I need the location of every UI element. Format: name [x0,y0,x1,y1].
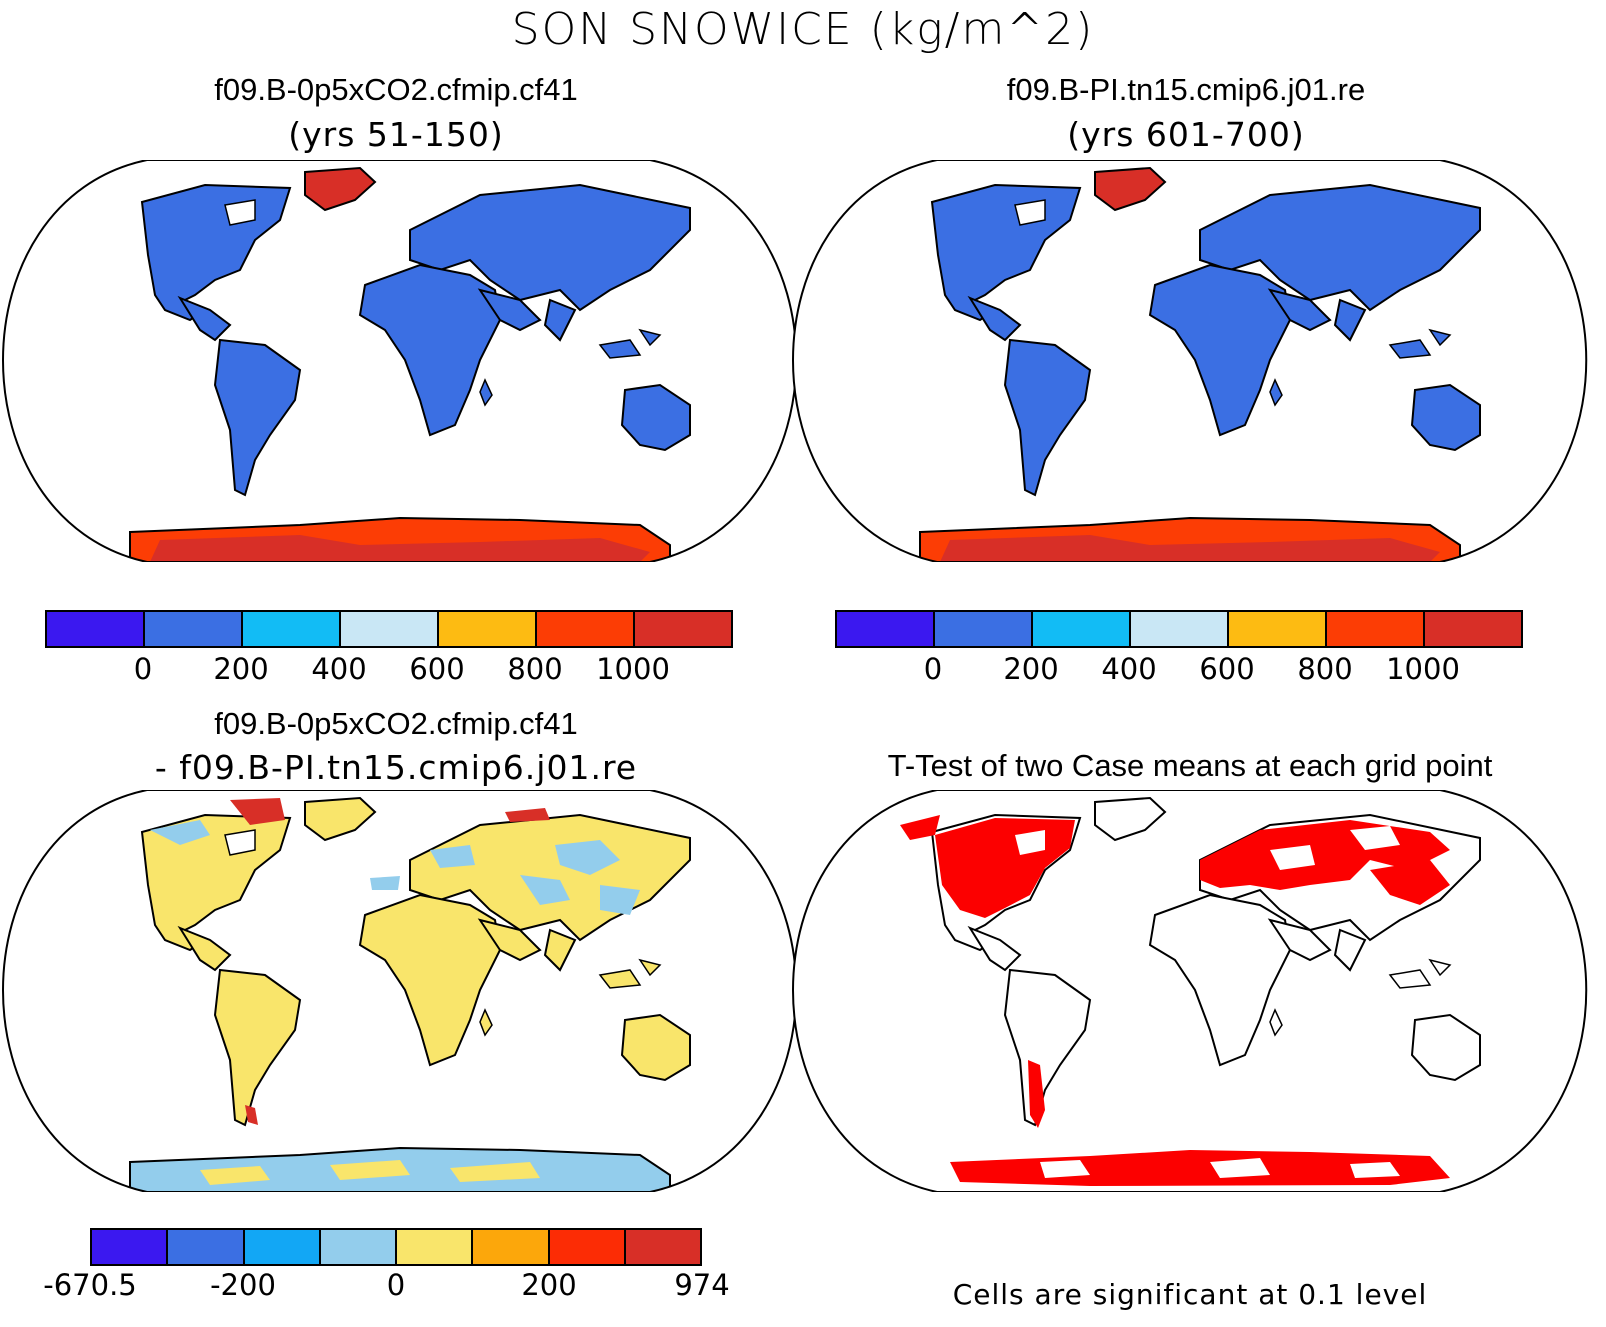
panel-title-bottom-left: f09.B-0p5xCO2.cfmip.cf41 [214,706,578,741]
colorbar-segment [837,612,935,646]
colorbar-segment [439,612,537,646]
colorbar-segment [1229,612,1327,646]
colorbar-tick-label: 600 [409,652,465,686]
greenland [1094,796,1167,842]
colorbar-tick-label: -670.5 [43,1268,137,1302]
antarctica-inner [150,535,650,562]
colorbar-segment [47,612,145,646]
positive-anomaly-patches [230,798,550,1125]
map-border [2,790,798,1192]
colorbar-tick-label: 0 [133,652,153,686]
colorbar-segment [473,1230,550,1264]
panel-title-top-left: f09.B-0p5xCO2.cfmip.cf41 [214,72,578,107]
colorbar-segment [625,1230,700,1264]
colorbar-segment [1327,612,1425,646]
colorbar-segment [537,612,635,646]
non-significant-gaps [1015,826,1400,1178]
colorbar-tick-label: 200 [521,1268,577,1302]
colorbar-tick-label: 1000 [596,652,670,686]
colorbar-tick-label: 0 [923,652,943,686]
colorbar-tick-label: 600 [1199,652,1255,686]
map-border [792,160,1588,562]
panel-subtitle-top-right: (yrs 601-700) [1067,115,1305,154]
map-top-left [2,160,798,562]
colorbar-segment [244,1230,321,1264]
islands [1269,958,1452,1037]
colorbar-tick-label: 800 [507,652,563,686]
greenland [1094,166,1167,212]
islands [1014,199,1452,407]
greenland [304,166,377,212]
eurasia [409,183,691,312]
greenland [304,796,377,842]
antarctica-inner [940,535,1440,562]
colorbar-segment [635,612,731,646]
negative-anomaly-patches [150,820,640,915]
map-top-right [792,160,1588,562]
india [543,298,577,342]
central-america [177,295,232,342]
islands [224,199,662,407]
colorbar-segment [92,1230,169,1264]
map-border [792,790,1588,1192]
colorbar-tick-label: 200 [1003,652,1059,686]
panel-title-bottom-right: T-Test of two Case means at each grid po… [887,748,1493,783]
colorbar-tick-label: -200 [210,1268,276,1302]
colorbar-segment [549,1230,626,1264]
colorbar-tick-label: 1000 [1386,652,1460,686]
colorbar-top-left [45,610,733,648]
colorbar-segment [397,1230,474,1264]
colorbar-tick-label: 200 [213,652,269,686]
figure-title: SON SNOWICE (kg/m^2) [511,4,1095,55]
colorbar-segment [1033,612,1131,646]
colorbar-top-right [835,610,1523,648]
map-bottom-left [2,790,798,1192]
land-masses [140,183,691,497]
map-border [2,160,798,562]
colorbar-segment [341,612,439,646]
panel-subtitle-top-left: (yrs 51-150) [288,115,504,154]
colorbar-tick-label: 800 [1297,652,1353,686]
antarctica-yellow-patches [200,1160,540,1185]
colorbar-segment [935,612,1033,646]
colorbar-segment [320,1230,397,1264]
south-america [213,338,302,497]
colorbar-tick-label: 400 [1101,652,1157,686]
islands [224,829,662,1037]
colorbar-tick-label: 0 [386,1268,406,1302]
panel-subtitle-bottom-left: - f09.B-PI.tn15.cmip6.j01.re [154,748,638,787]
africa [358,263,502,437]
land-masses [930,183,1481,497]
colorbar-tick-label: 400 [311,652,367,686]
significance-note: Cells are significant at 0.1 level [952,1278,1428,1311]
colorbar-difference [90,1228,702,1266]
colorbar-segment [1131,612,1229,646]
colorbar-segment [168,1230,245,1264]
colorbar-tick-label: 974 [674,1268,730,1302]
colorbar-segment [145,612,243,646]
colorbar-segment [243,612,341,646]
panel-title-top-right: f09.B-PI.tn15.cmip6.j01.re [1006,72,1366,107]
arabia [477,288,542,332]
colorbar-segment [1425,612,1521,646]
map-bottom-right [792,790,1588,1192]
australia [620,383,691,452]
